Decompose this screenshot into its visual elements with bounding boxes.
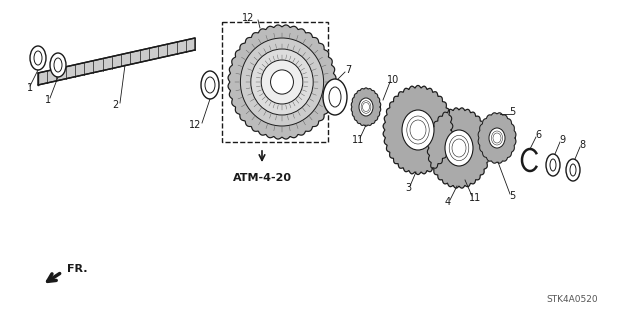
Ellipse shape	[30, 46, 46, 70]
Text: 1: 1	[27, 83, 33, 93]
Ellipse shape	[570, 164, 576, 176]
Polygon shape	[428, 108, 491, 188]
Text: 5: 5	[509, 107, 515, 117]
Ellipse shape	[410, 120, 426, 140]
Ellipse shape	[546, 154, 560, 176]
Text: 3: 3	[405, 183, 411, 193]
Ellipse shape	[489, 128, 505, 148]
Ellipse shape	[493, 133, 501, 143]
Text: 5: 5	[509, 191, 515, 201]
Text: 9: 9	[559, 135, 565, 145]
Polygon shape	[228, 25, 336, 139]
Text: 6: 6	[535, 130, 541, 140]
Text: 11: 11	[352, 135, 364, 145]
Ellipse shape	[323, 79, 347, 115]
Ellipse shape	[445, 130, 473, 166]
Text: STK4A0520: STK4A0520	[546, 295, 598, 305]
Text: 12: 12	[189, 120, 201, 130]
Polygon shape	[351, 88, 381, 126]
Polygon shape	[38, 38, 195, 85]
Ellipse shape	[566, 159, 580, 181]
Text: 8: 8	[579, 140, 585, 150]
Polygon shape	[478, 113, 516, 163]
Ellipse shape	[201, 71, 219, 99]
Ellipse shape	[359, 98, 373, 116]
Ellipse shape	[452, 139, 466, 157]
Text: 1: 1	[45, 95, 51, 105]
Ellipse shape	[329, 87, 341, 107]
Ellipse shape	[361, 101, 371, 113]
Ellipse shape	[54, 58, 62, 72]
Text: 11: 11	[469, 193, 481, 203]
Text: 7: 7	[345, 65, 351, 75]
Ellipse shape	[402, 110, 434, 150]
Bar	[222, 22, 328, 142]
Text: 2: 2	[112, 100, 118, 110]
Ellipse shape	[241, 38, 324, 126]
Ellipse shape	[271, 70, 293, 94]
Ellipse shape	[492, 131, 502, 145]
Text: ATM-4-20: ATM-4-20	[232, 173, 291, 183]
Ellipse shape	[50, 53, 66, 77]
Text: 10: 10	[387, 75, 399, 85]
Ellipse shape	[449, 135, 468, 160]
Text: 4: 4	[445, 197, 451, 207]
Ellipse shape	[261, 60, 303, 104]
Ellipse shape	[407, 116, 429, 144]
Ellipse shape	[34, 51, 42, 65]
Text: 12: 12	[242, 13, 254, 23]
Ellipse shape	[205, 77, 215, 93]
Polygon shape	[383, 85, 453, 174]
Ellipse shape	[550, 159, 556, 171]
Text: FR.: FR.	[67, 264, 88, 274]
Ellipse shape	[362, 102, 369, 112]
Ellipse shape	[251, 49, 313, 115]
